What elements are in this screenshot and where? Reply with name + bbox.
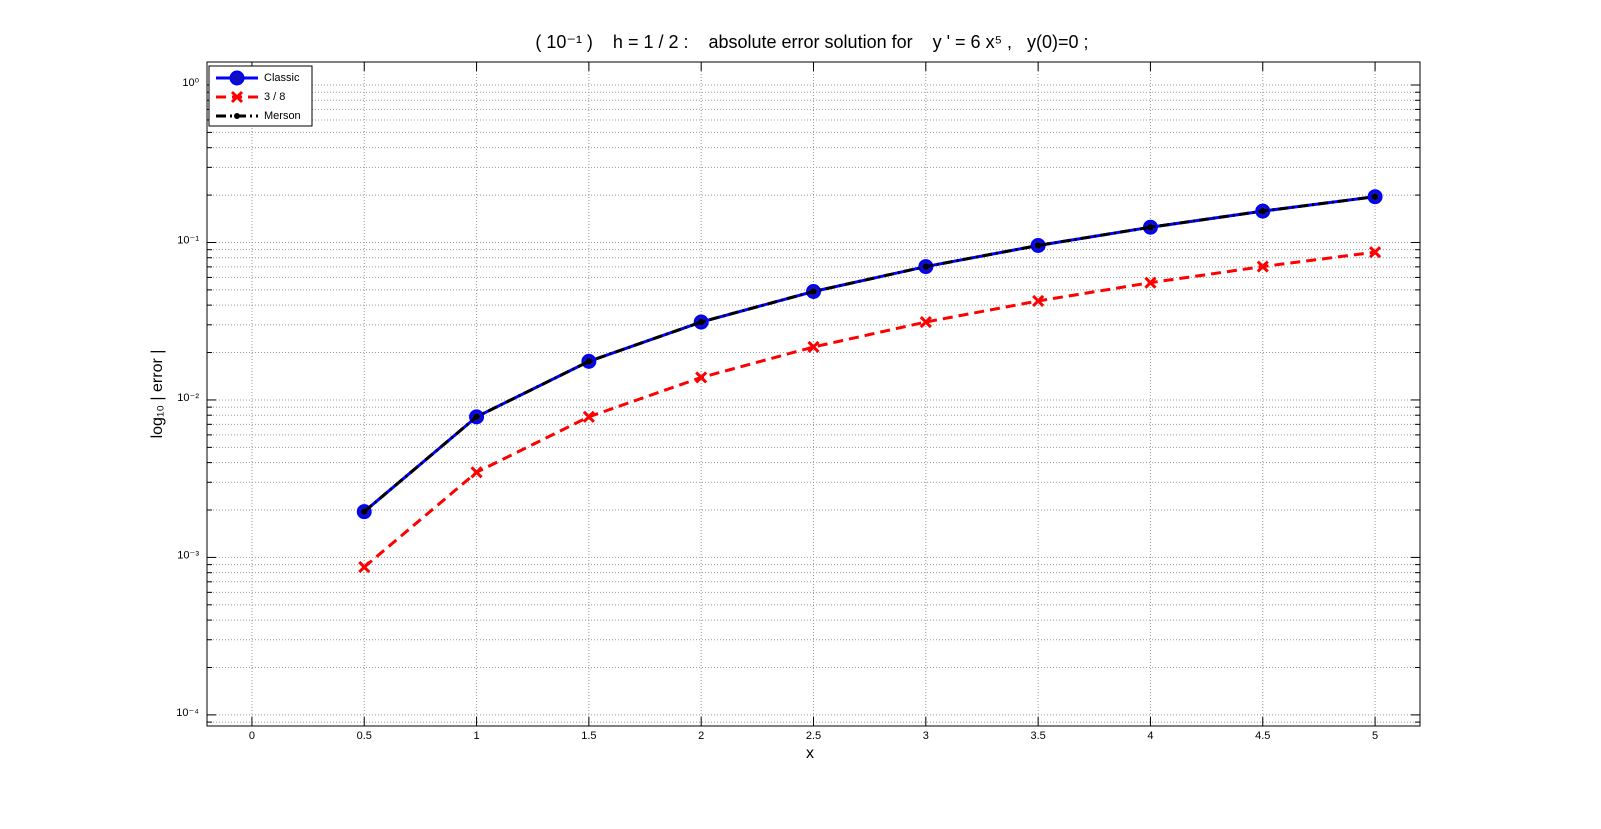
marker (698, 319, 705, 326)
legend-marker (234, 113, 240, 119)
marker (695, 371, 708, 384)
x-tick-label: 4.5 (1255, 730, 1270, 742)
series-line (363, 250, 1376, 569)
x-tick-label: 3.5 (1030, 730, 1045, 742)
series-line (363, 195, 1376, 513)
x-tick-label: 2.5 (806, 730, 821, 742)
y-axis-label: log₁₀ | error | (149, 350, 166, 439)
series (361, 193, 1379, 515)
marker (807, 340, 820, 354)
marker (473, 413, 480, 420)
plot-frame (206, 61, 1421, 727)
legend-marker (230, 90, 244, 104)
marker (470, 466, 483, 479)
legend-label: Classic (264, 72, 300, 84)
y-tick-label: 10⁻² (177, 392, 199, 404)
x-axis-label: x (806, 745, 814, 762)
legend-marker (229, 70, 245, 86)
marker (1035, 242, 1042, 249)
legend-box (208, 65, 313, 127)
marker (1372, 193, 1379, 200)
marker (1256, 260, 1269, 273)
legend-label: 3 / 8 (264, 91, 285, 103)
y-tick-label: 10⁻⁴ (176, 707, 199, 719)
marker (361, 508, 368, 515)
x-tick-label: 3 (923, 730, 929, 742)
marker (582, 410, 595, 423)
x-tick-label: 5 (1372, 730, 1378, 742)
y-tick-label: 10⁻³ (177, 549, 199, 561)
x-tick-label: 1.5 (581, 730, 596, 742)
legend-label: Merson (264, 110, 301, 122)
marker (919, 315, 932, 329)
marker (922, 263, 929, 270)
marker (585, 358, 592, 365)
marker (810, 288, 817, 295)
x-tick-label: 4 (1147, 730, 1153, 742)
x-tick-label: 0.5 (357, 730, 372, 742)
x-tick-label: 1 (473, 730, 479, 742)
marker (1032, 294, 1045, 308)
legend: Classic 3 / 8 Merson (208, 65, 313, 127)
y-tick-label: 10⁰ (182, 77, 199, 89)
marker (358, 561, 371, 574)
x-tick-label: 2 (698, 730, 704, 742)
marker (1369, 246, 1382, 259)
series (358, 246, 1382, 574)
marker (1144, 276, 1157, 289)
marker (1147, 224, 1154, 231)
y-tick-label: 10⁻¹ (177, 234, 199, 246)
marker (1259, 208, 1266, 215)
x-tick-label: 0 (249, 730, 255, 742)
chart-title: ( 10⁻¹ ) h = 1 / 2 : absolute error solu… (535, 32, 1088, 52)
